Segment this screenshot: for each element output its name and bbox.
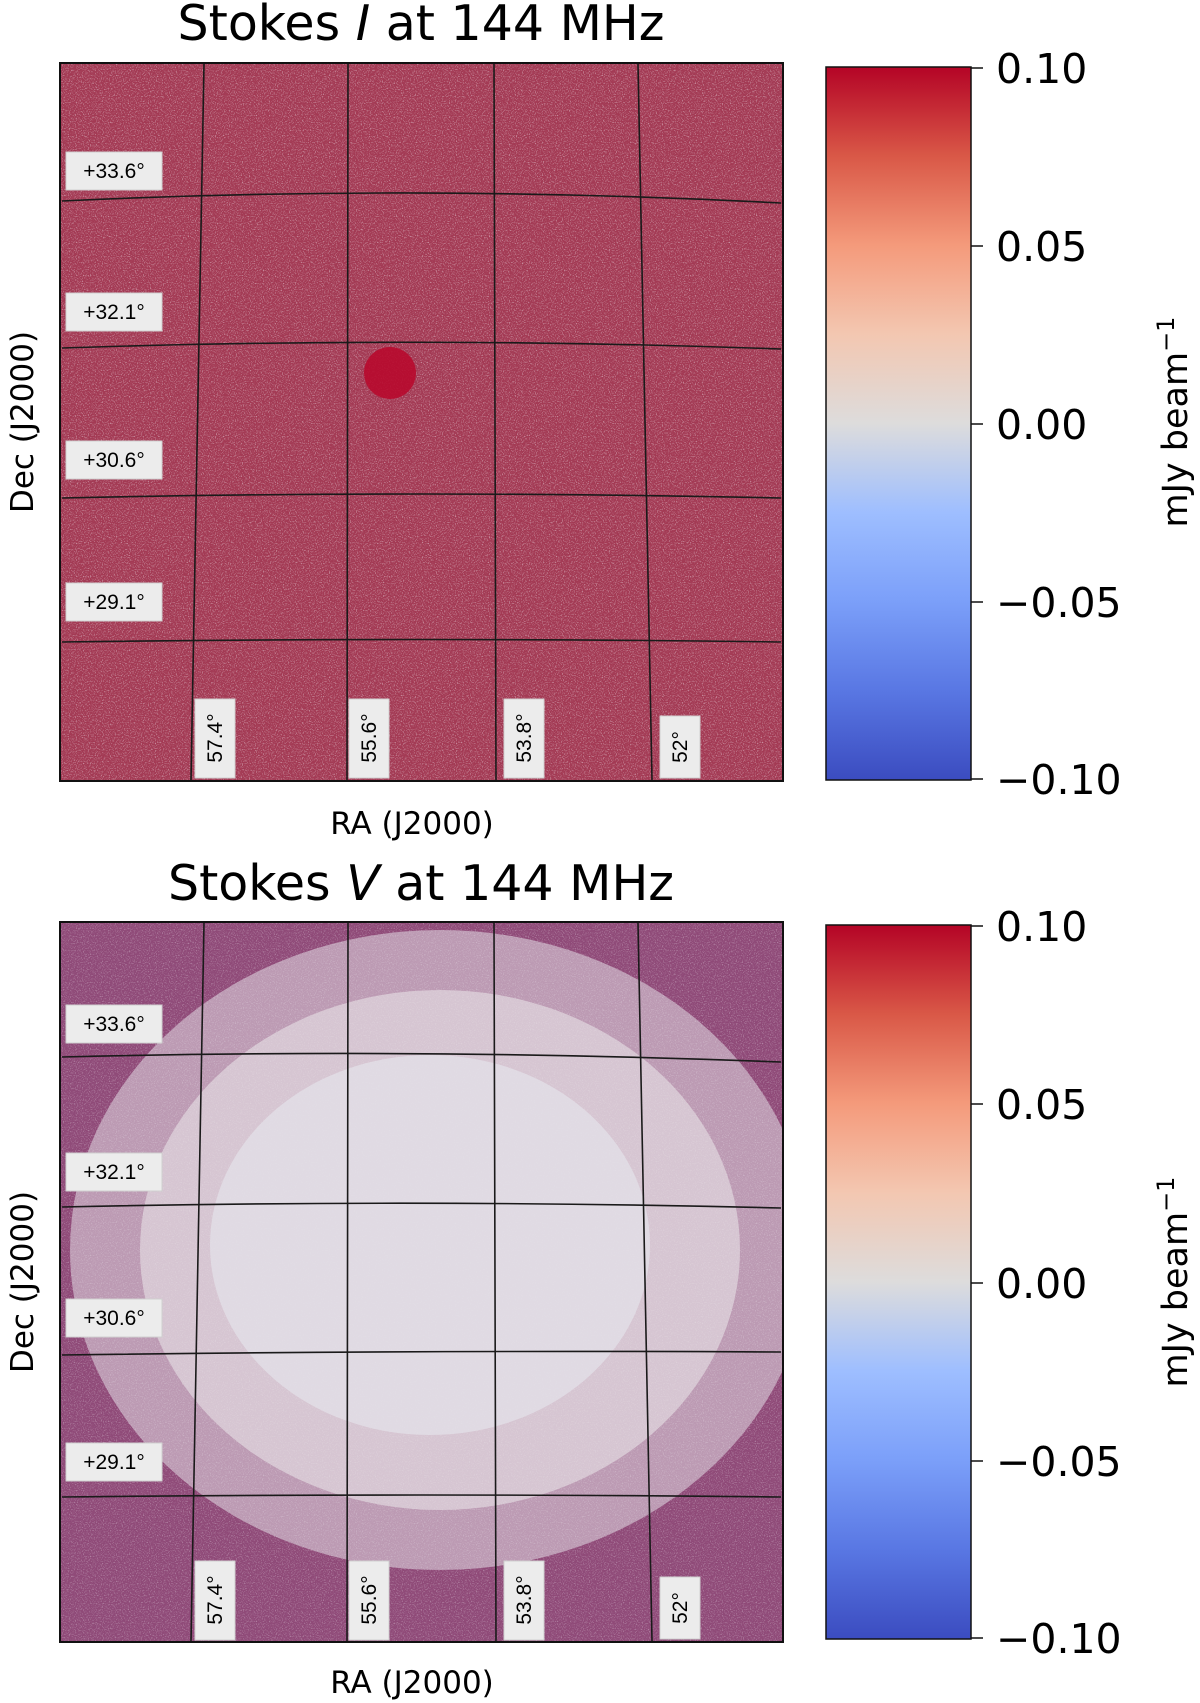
dec-label-box: [65, 1298, 163, 1338]
dec-tick-labels: +33.6° +32.1° +30.6° +29.1°: [65, 151, 163, 622]
colorbar-gradient: [825, 66, 972, 781]
ra-label-box: [194, 1560, 236, 1641]
sky-image: [60, 63, 783, 781]
colorbar-gradient: [825, 924, 972, 1640]
colorbar-tick-label: 0.10: [996, 45, 1087, 93]
panel-stokes-i: Stokes I at 144 MHz +33.6° +32.1° +30.6°…: [5, 0, 1196, 842]
title-prefix: Stokes: [168, 855, 346, 912]
dec-tick-label: +33.6°: [83, 160, 145, 183]
ra-gridlines: [190, 922, 653, 1642]
ra-gridlines: [190, 63, 653, 781]
colorbar-tick-label: 0.10: [996, 903, 1087, 951]
ra-label-box: [348, 1560, 390, 1641]
colorbar-label-exponent: −1: [1152, 317, 1180, 352]
y-axis-label: Dec (J2000): [5, 331, 41, 513]
x-axis-label: RA (J2000): [330, 1665, 494, 1701]
ra-tick-label: 52°: [669, 1592, 692, 1624]
colorbar-tick-label: 0.00: [996, 401, 1087, 449]
colorbar-tick-label: 0.00: [996, 1260, 1087, 1308]
x-axis-label: RA (J2000): [330, 806, 494, 842]
ra-tick-label: 55.6°: [358, 713, 381, 762]
image-noise-blue: [60, 63, 783, 781]
dec-tick-labels: +33.6° +32.1° +30.6° +29.1°: [65, 1004, 163, 1482]
dec-label-box: [65, 1152, 163, 1192]
colorbar-label-unit: mJy beam: [1156, 352, 1196, 528]
dec-tick-label: +32.1°: [83, 301, 145, 324]
sky-image: [60, 922, 783, 1642]
ra-label-box: [659, 715, 701, 779]
colorbar-tick-marks: [971, 925, 983, 1639]
dec-label-box: [65, 582, 163, 622]
image-center-glow: [210, 1055, 650, 1435]
y-axis-label: Dec (J2000): [5, 1191, 41, 1373]
ra-tick-label: 53.8°: [513, 1575, 536, 1624]
colorbar: 0.10 0.05 0.00 −0.05 −0.10 mJy beam−1: [825, 45, 1196, 804]
dec-label-box: [65, 1004, 163, 1044]
dec-label-box: [65, 440, 163, 480]
panel-stokes-v: Stokes V at 144 MHz +33.6° +32.1° +30.6°…: [5, 855, 1196, 1701]
dec-tick-label: +30.6°: [83, 1307, 145, 1330]
ra-label-box: [503, 698, 545, 779]
ra-label-box: [348, 698, 390, 779]
colorbar-tick-label: −0.05: [996, 579, 1122, 627]
dec-gridlines: [61, 192, 782, 643]
central-source: [364, 347, 416, 399]
colorbar-label-exponent: −1: [1152, 1177, 1180, 1212]
dec-label-box: [65, 292, 163, 332]
dec-tick-label: +33.6°: [83, 1013, 145, 1036]
ra-tick-labels: 57.4° 55.6° 53.8° 52°: [194, 1560, 701, 1641]
colorbar-label: mJy beam−1: [1152, 1177, 1196, 1388]
dec-label-box: [65, 151, 163, 191]
panel-title: Stokes V at 144 MHz: [168, 855, 674, 912]
title-suffix: at 144 MHz: [370, 0, 664, 52]
title-suffix: at 144 MHz: [380, 855, 674, 912]
dec-gridlines: [61, 1052, 782, 1498]
title-param: I: [356, 0, 370, 52]
ra-tick-labels: 57.4° 55.6° 53.8° 52°: [194, 698, 701, 779]
ra-label-box: [194, 698, 236, 779]
title-prefix: Stokes: [178, 0, 356, 52]
image-frame: [59, 62, 784, 782]
dec-label-box: [65, 1442, 163, 1482]
dec-tick-label: +29.1°: [83, 591, 145, 614]
ra-label-box: [659, 1576, 701, 1640]
ra-tick-label: 55.6°: [358, 1575, 381, 1624]
colorbar-tick-marks: [971, 67, 983, 780]
ra-tick-label: 53.8°: [513, 713, 536, 762]
panel-title: Stokes I at 144 MHz: [178, 0, 665, 52]
colorbar-label: mJy beam−1: [1152, 317, 1196, 528]
colorbar: 0.10 0.05 0.00 −0.05 −0.10 mJy beam−1: [825, 903, 1196, 1663]
dec-tick-label: +30.6°: [83, 449, 145, 472]
image-frame: [59, 921, 784, 1643]
colorbar-tick-label: 0.05: [996, 1081, 1087, 1129]
title-param: V: [346, 855, 383, 912]
dec-tick-label: +29.1°: [83, 1451, 145, 1474]
dec-tick-label: +32.1°: [83, 1161, 145, 1184]
ra-tick-label: 57.4°: [204, 1575, 227, 1624]
colorbar-tick-label: −0.10: [996, 756, 1122, 804]
colorbar-tick-label: −0.10: [996, 1615, 1122, 1663]
ra-tick-label: 57.4°: [204, 713, 227, 762]
colorbar-tick-label: −0.05: [996, 1438, 1122, 1486]
ra-label-box: [503, 1560, 545, 1641]
ra-tick-label: 52°: [669, 731, 692, 763]
colorbar-tick-label: 0.05: [996, 223, 1087, 271]
colorbar-label-unit: mJy beam: [1156, 1212, 1196, 1388]
